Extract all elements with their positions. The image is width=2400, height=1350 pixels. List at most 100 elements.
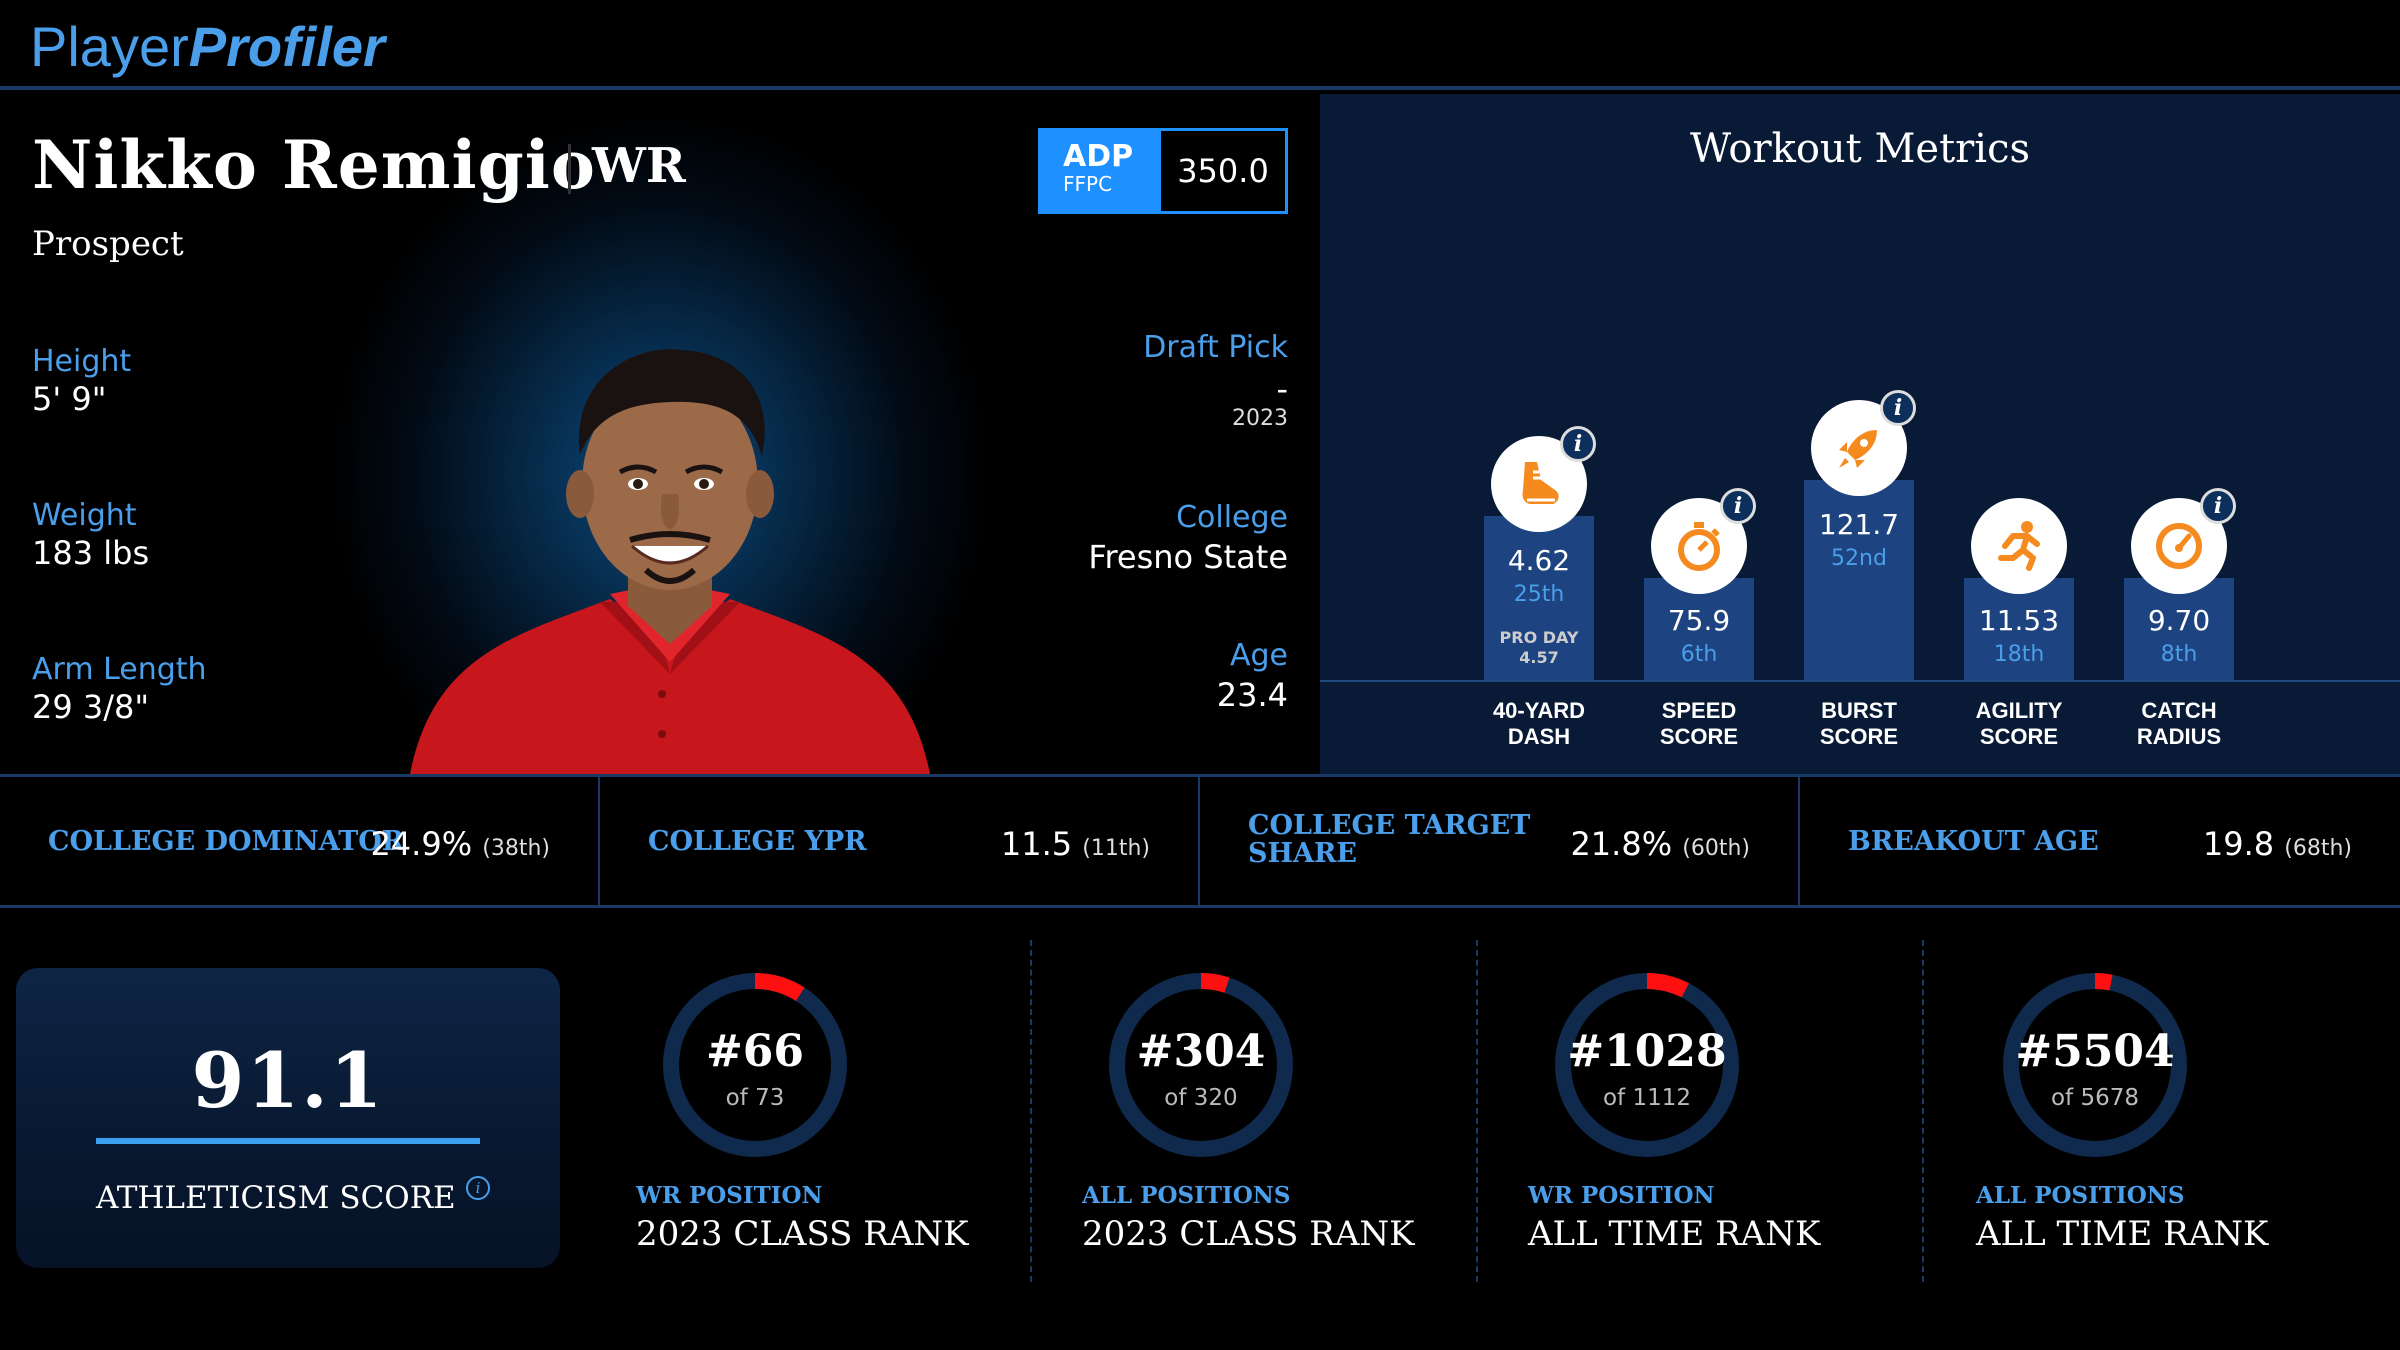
- player-status: Prospect: [32, 224, 184, 264]
- workout-rank: 18th: [1993, 642, 2045, 667]
- rank-of: of 320: [1164, 1085, 1238, 1111]
- workout-label-line2: SCORE: [1979, 724, 2059, 749]
- college-metrics-row: COLLEGE DOMINATOR 24.9% (38th) COLLEGE Y…: [0, 774, 2400, 908]
- top-bar: PlayerProfiler: [0, 0, 2400, 90]
- rank-separator: [1922, 940, 1924, 1282]
- metric-college-dominator[interactable]: COLLEGE DOMINATOR 24.9% (38th): [0, 777, 600, 905]
- height-value: 5' 9": [32, 380, 107, 418]
- workout-bar-agility-score[interactable]: [1964, 578, 2074, 680]
- rank-of: of 73: [725, 1085, 785, 1111]
- rank-all-all-time[interactable]: #5504 of 5678 ALL POSITIONS ALL TIME RAN…: [1920, 940, 2360, 1280]
- rank-number: #5504: [2015, 1026, 2175, 1077]
- player-name: Nikko Remigio: [32, 126, 596, 204]
- rank-title: 2023 CLASS RANK: [1082, 1214, 1415, 1254]
- runner-icon: [1971, 498, 2067, 594]
- rank-scope: WR POSITION: [1528, 1182, 1715, 1209]
- workout-baseline: [1320, 680, 2400, 682]
- info-icon[interactable]: i: [1560, 426, 1596, 462]
- workout-rank: 52nd: [1831, 546, 1887, 571]
- logo[interactable]: PlayerProfiler: [30, 14, 385, 81]
- metric-rank: (38th): [482, 836, 550, 861]
- info-icon[interactable]: i: [466, 1176, 490, 1200]
- rank-donut: [2003, 973, 2187, 1157]
- metric-label: COLLEGE YPR: [648, 826, 867, 857]
- college-label: College: [1176, 500, 1288, 535]
- weight-label: Weight: [32, 498, 137, 533]
- workout-label-line2: SCORE: [1819, 724, 1899, 749]
- workout-label-line2: SCORE: [1659, 724, 1739, 749]
- athleticism-score-value: 91.1: [191, 1036, 385, 1125]
- rank-number: #1028: [1567, 1026, 1727, 1077]
- weight-value: 183 lbs: [32, 534, 150, 572]
- metric-rank: (68th): [2284, 836, 2352, 861]
- college-value: Fresno State: [1088, 538, 1288, 576]
- draft-year: 2023: [1232, 406, 1288, 431]
- metric-rank: (11th): [1082, 836, 1150, 861]
- adp-label-box: ADP FFPC: [1041, 131, 1161, 211]
- rank-donut-arc: [2003, 973, 2187, 1157]
- workout-pro-day-label: PRO DAY: [1499, 628, 1579, 647]
- info-icon[interactable]: i: [2200, 488, 2236, 524]
- metric-label: COLLEGE DOMINATOR: [48, 826, 405, 857]
- rank-all-class[interactable]: #304 of 320 ALL POSITIONS 2023 CLASS RAN…: [1026, 940, 1466, 1280]
- rank-title: 2023 CLASS RANK: [636, 1214, 969, 1254]
- workout-value: 4.62: [1507, 544, 1571, 577]
- rank-donut: [1555, 973, 1739, 1157]
- workout-label-line2: RADIUS: [2136, 724, 2222, 749]
- metric-breakout-age[interactable]: BREAKOUT AGE 19.8 (68th): [1800, 777, 2400, 905]
- workout-bar-40-yard-dash[interactable]: [1484, 516, 1594, 680]
- rank-scope: WR POSITION: [636, 1182, 823, 1209]
- age-label: Age: [1229, 638, 1288, 673]
- player-photo: [410, 349, 930, 774]
- workout-pro-day-value: 4.57: [1519, 648, 1559, 667]
- athleticism-score-card: 91.1 ATHLETICISM SCORE i: [16, 968, 560, 1268]
- age-value: 23.4: [1216, 676, 1288, 714]
- metric-number: 11.5: [1000, 825, 1073, 863]
- metric-college-ypr[interactable]: COLLEGE YPR 11.5 (11th): [600, 777, 1200, 905]
- player-position: WR: [592, 138, 686, 194]
- rank-title: ALL TIME RANK: [1528, 1214, 1821, 1254]
- metric-number: 21.8%: [1570, 825, 1673, 863]
- rank-wr-all-time[interactable]: #1028 of 1112 WR POSITION ALL TIME RANK: [1472, 940, 1912, 1280]
- rank-number: #304: [1136, 1026, 1266, 1077]
- workout-bar-burst-score[interactable]: [1804, 480, 1914, 680]
- logo-profiler: Profiler: [188, 15, 385, 78]
- metric-value: 21.8% (60th): [1570, 825, 1750, 863]
- adp-box[interactable]: ADP FFPC 350.0: [1038, 128, 1288, 214]
- metric-label: COLLEGE TARGET: [1248, 810, 1531, 841]
- name-divider: [568, 144, 571, 194]
- draft-pick-value: -: [1276, 370, 1288, 408]
- height-label: Height: [32, 344, 132, 379]
- metric-value: 24.9% (38th): [370, 825, 550, 863]
- workout-label: 40-YARD: [1492, 698, 1586, 723]
- workout-label: CATCH: [2141, 698, 2217, 723]
- rank-scope: ALL POSITIONS: [1082, 1182, 1291, 1209]
- rank-separator: [1476, 940, 1478, 1282]
- arm-length-value: 29 3/8": [32, 688, 150, 726]
- adp-value: 350.0: [1177, 152, 1269, 190]
- rank-scope: ALL POSITIONS: [1976, 1182, 2185, 1209]
- metric-number: 24.9%: [370, 825, 473, 863]
- rank-wr-class[interactable]: #66 of 73 WR POSITION 2023 CLASS RANK: [580, 940, 1020, 1280]
- workout-bar-speed-score[interactable]: [1644, 578, 1754, 680]
- workout-value: 75.9: [1667, 604, 1731, 637]
- athleticism-underline: [96, 1138, 480, 1144]
- athleticism-score-label: ATHLETICISM SCORE: [96, 1180, 456, 1216]
- metric-label-line2: SHARE: [1248, 838, 1357, 869]
- rank-donut-arc: [663, 973, 847, 1157]
- metric-value: 19.8 (68th): [2203, 825, 2352, 863]
- rank-donut: [1109, 973, 1293, 1157]
- workout-value: 121.7: [1818, 508, 1900, 541]
- adp-source: FFPC: [1063, 172, 1113, 196]
- logo-player: Player: [30, 15, 189, 78]
- metric-college-target-share[interactable]: COLLEGE TARGET SHARE 21.8% (60th): [1200, 777, 1800, 905]
- workout-value: 9.70: [2147, 604, 2211, 637]
- workout-rank: 8th: [2160, 642, 2198, 667]
- draft-pick-label: Draft Pick: [1143, 330, 1288, 365]
- workout-title: Workout Metrics: [1689, 126, 2031, 172]
- info-icon[interactable]: i: [1720, 488, 1756, 524]
- info-icon[interactable]: i: [1880, 390, 1916, 426]
- workout-bar-catch-radius[interactable]: [2124, 578, 2234, 680]
- workout-label: SPEED: [1661, 698, 1737, 723]
- rank-number: #66: [705, 1026, 805, 1077]
